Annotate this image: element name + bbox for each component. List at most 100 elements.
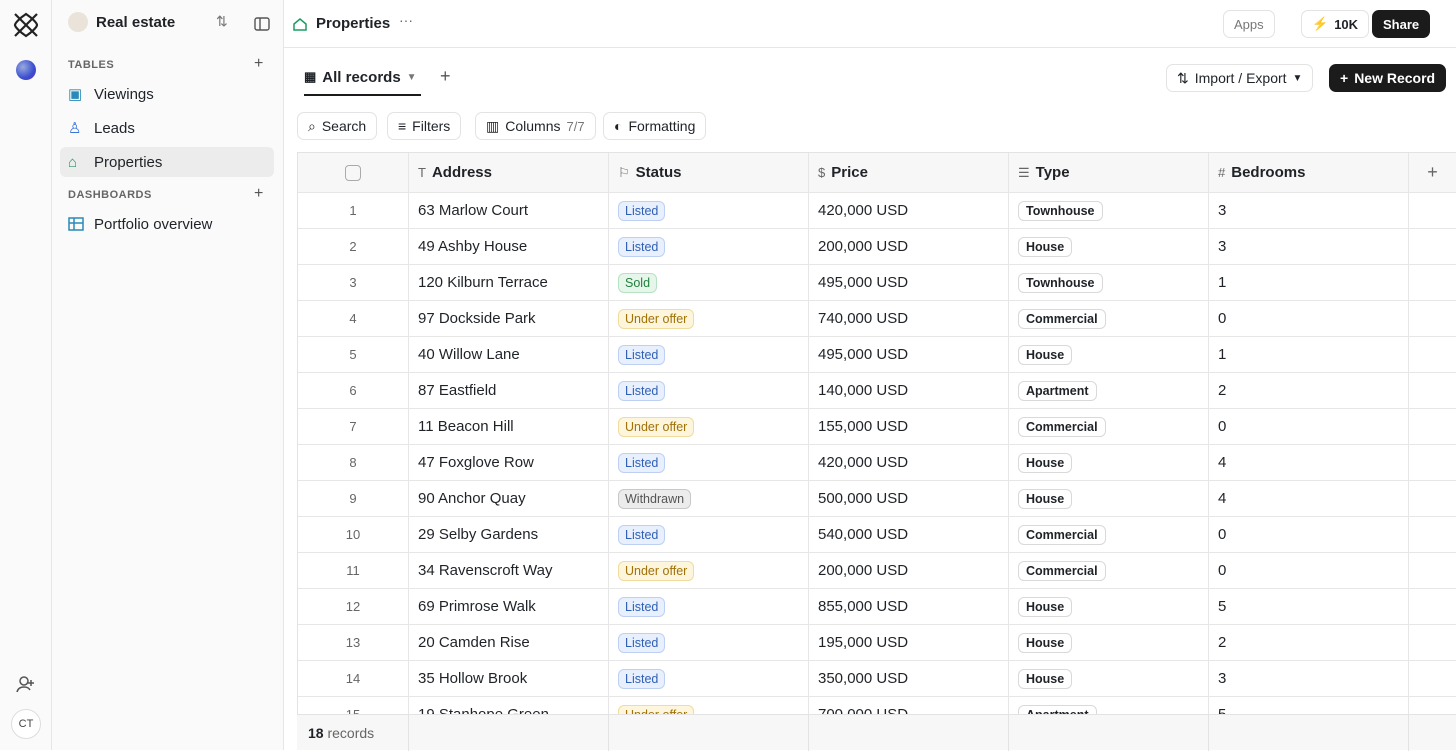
more-menu[interactable]: ··· bbox=[399, 12, 413, 28]
price-cell[interactable]: 495,000 USD bbox=[809, 337, 1009, 373]
nav-item[interactable]: ♙ Leads bbox=[60, 113, 274, 143]
price-cell[interactable]: 855,000 USD bbox=[809, 589, 1009, 625]
type-cell[interactable]: House bbox=[1009, 445, 1209, 481]
search-button[interactable]: ⌕ Search bbox=[297, 112, 378, 140]
bedrooms-cell[interactable]: 1 bbox=[1209, 265, 1409, 301]
type-cell[interactable]: Commercial bbox=[1009, 517, 1209, 553]
address-cell[interactable]: 34 Ravenscroft Way bbox=[409, 553, 609, 589]
price-cell[interactable]: 155,000 USD bbox=[809, 409, 1009, 445]
view-tab[interactable]: ▦ All records ▼ bbox=[304, 60, 421, 96]
status-cell[interactable]: Under offer bbox=[609, 697, 809, 714]
header-cell[interactable]: ☰ Type bbox=[1009, 153, 1209, 193]
type-cell[interactable]: Commercial bbox=[1009, 553, 1209, 589]
bedrooms-cell[interactable]: 3 bbox=[1209, 193, 1409, 229]
filters-button[interactable]: ≡ Filters bbox=[387, 112, 462, 140]
type-cell[interactable]: Townhouse bbox=[1009, 265, 1209, 301]
price-cell[interactable]: 540,000 USD bbox=[809, 517, 1009, 553]
bedrooms-cell[interactable]: 3 bbox=[1209, 661, 1409, 697]
price-cell[interactable]: 140,000 USD bbox=[809, 373, 1009, 409]
address-cell[interactable]: 29 Selby Gardens bbox=[409, 517, 609, 553]
type-cell[interactable]: House bbox=[1009, 229, 1209, 265]
address-cell[interactable]: 90 Anchor Quay bbox=[409, 481, 609, 517]
import-export-button[interactable]: ⇅ Import / Export ▼ bbox=[1166, 64, 1314, 92]
address-cell[interactable]: 63 Marlow Court bbox=[409, 193, 609, 229]
new-record-button[interactable]: + New Record bbox=[1329, 64, 1447, 92]
status-cell[interactable]: Under offer bbox=[609, 409, 809, 445]
type-cell[interactable]: Apartment bbox=[1009, 697, 1209, 714]
price-cell[interactable]: 200,000 USD bbox=[809, 229, 1009, 265]
status-cell[interactable]: Listed bbox=[609, 373, 809, 409]
apps-button[interactable]: Apps bbox=[1223, 10, 1275, 38]
header-cell[interactable]: $ Price bbox=[809, 153, 1009, 193]
price-cell[interactable]: 500,000 USD bbox=[809, 481, 1009, 517]
address-cell[interactable]: 47 Foxglove Row bbox=[409, 445, 609, 481]
user-avatar[interactable]: CT bbox=[11, 709, 41, 739]
status-cell[interactable]: Listed bbox=[609, 337, 809, 373]
bedrooms-cell[interactable]: 3 bbox=[1209, 229, 1409, 265]
bedrooms-cell[interactable]: 0 bbox=[1209, 301, 1409, 337]
status-cell[interactable]: Listed bbox=[609, 625, 809, 661]
price-cell[interactable]: 740,000 USD bbox=[809, 301, 1009, 337]
type-cell[interactable]: House bbox=[1009, 337, 1209, 373]
address-cell[interactable]: 40 Willow Lane bbox=[409, 337, 609, 373]
nav-item[interactable]: ⌂ Properties bbox=[60, 147, 274, 177]
address-cell[interactable]: 49 Ashby House bbox=[409, 229, 609, 265]
select-all[interactable] bbox=[345, 164, 361, 181]
type-cell[interactable]: House bbox=[1009, 589, 1209, 625]
bedrooms-cell[interactable]: 0 bbox=[1209, 517, 1409, 553]
status-cell[interactable]: Listed bbox=[609, 193, 809, 229]
share-button[interactable]: Share bbox=[1372, 10, 1431, 38]
columns-button[interactable]: ▥ Columns 7/7 bbox=[475, 112, 596, 140]
credits-button[interactable]: ⚡ 10K bbox=[1301, 10, 1370, 38]
price-cell[interactable]: 420,000 USD bbox=[809, 445, 1009, 481]
price-cell[interactable]: 200,000 USD bbox=[809, 553, 1009, 589]
add-view[interactable]: + bbox=[440, 66, 451, 86]
workspace-name[interactable]: Real estate bbox=[96, 14, 176, 31]
type-cell[interactable]: Townhouse bbox=[1009, 193, 1209, 229]
type-cell[interactable]: Commercial bbox=[1009, 301, 1209, 337]
address-cell[interactable]: 20 Camden Rise bbox=[409, 625, 609, 661]
breadcrumb[interactable]: Properties bbox=[316, 15, 391, 32]
status-cell[interactable]: Listed bbox=[609, 445, 809, 481]
bedrooms-cell[interactable]: 2 bbox=[1209, 373, 1409, 409]
status-cell[interactable]: Listed bbox=[609, 661, 809, 697]
price-cell[interactable]: 495,000 USD bbox=[809, 265, 1009, 301]
address-cell[interactable]: 97 Dockside Park bbox=[409, 301, 609, 337]
bedrooms-cell[interactable]: 4 bbox=[1209, 481, 1409, 517]
bedrooms-cell[interactable]: 2 bbox=[1209, 625, 1409, 661]
address-cell[interactable]: 19 Stanhope Green bbox=[409, 697, 609, 714]
type-cell[interactable]: Commercial bbox=[1009, 409, 1209, 445]
nav-item[interactable]: Portfolio overview bbox=[60, 209, 274, 239]
bedrooms-cell[interactable]: 5 bbox=[1209, 589, 1409, 625]
price-cell[interactable]: 195,000 USD bbox=[809, 625, 1009, 661]
formatting-button[interactable]: ◐ Formatting bbox=[603, 112, 707, 140]
bedrooms-cell[interactable]: 4 bbox=[1209, 445, 1409, 481]
bedrooms-cell[interactable]: 0 bbox=[1209, 409, 1409, 445]
invite-icon[interactable] bbox=[16, 674, 36, 694]
header-cell[interactable]: ⚐ Status bbox=[609, 153, 809, 193]
type-cell[interactable]: Apartment bbox=[1009, 373, 1209, 409]
header-cell[interactable]: # Bedrooms bbox=[1209, 153, 1409, 193]
price-cell[interactable]: 700,000 USD bbox=[809, 697, 1009, 714]
add-table[interactable]: + bbox=[254, 55, 264, 72]
bedrooms-cell[interactable]: 1 bbox=[1209, 337, 1409, 373]
type-cell[interactable]: House bbox=[1009, 625, 1209, 661]
add-dashboard[interactable]: + bbox=[254, 185, 264, 202]
workspace-switch[interactable]: ⇅ bbox=[216, 13, 228, 29]
address-cell[interactable]: 120 Kilburn Terrace bbox=[409, 265, 609, 301]
type-cell[interactable]: House bbox=[1009, 481, 1209, 517]
status-cell[interactable]: Withdrawn bbox=[609, 481, 809, 517]
price-cell[interactable]: 350,000 USD bbox=[809, 661, 1009, 697]
address-cell[interactable]: 69 Primrose Walk bbox=[409, 589, 609, 625]
status-cell[interactable]: Listed bbox=[609, 517, 809, 553]
status-cell[interactable]: Under offer bbox=[609, 301, 809, 337]
price-cell[interactable]: 420,000 USD bbox=[809, 193, 1009, 229]
bedrooms-cell[interactable]: 0 bbox=[1209, 553, 1409, 589]
status-cell[interactable]: Listed bbox=[609, 589, 809, 625]
address-cell[interactable]: 35 Hollow Brook bbox=[409, 661, 609, 697]
type-cell[interactable]: House bbox=[1009, 661, 1209, 697]
status-cell[interactable]: Under offer bbox=[609, 553, 809, 589]
logo[interactable] bbox=[12, 11, 40, 39]
add-column[interactable]: + bbox=[1409, 153, 1456, 193]
bedrooms-cell[interactable]: 5 bbox=[1209, 697, 1409, 714]
